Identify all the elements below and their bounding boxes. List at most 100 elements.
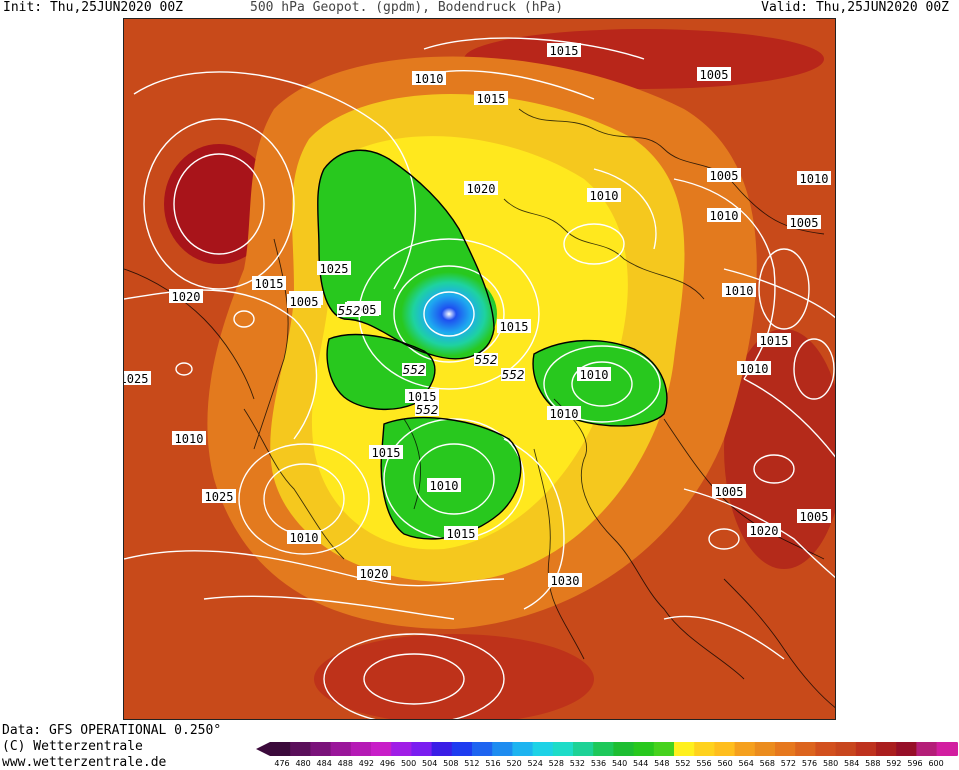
isobar-label: 1010 — [547, 406, 581, 421]
legend-swatch — [754, 742, 776, 756]
isobar-label: 1010 — [287, 530, 321, 545]
legend-swatch — [694, 742, 715, 756]
website-url[interactable]: www.wetterzentrale.de — [2, 755, 167, 770]
ridge-dark-red — [724, 329, 835, 569]
isobar-label: 1010 — [427, 478, 461, 493]
svg-text:1010: 1010 — [800, 172, 829, 186]
legend-tick-label: 496 — [379, 759, 396, 768]
svg-text:1020: 1020 — [172, 290, 201, 304]
svg-text:1020: 1020 — [467, 182, 496, 196]
svg-text:1015: 1015 — [447, 527, 476, 541]
legend-tick-label: 504 — [422, 759, 438, 768]
svg-text:1005: 1005 — [290, 295, 319, 309]
isobar-label: 1010 — [737, 361, 771, 376]
copyright: (C) Wetterzentrale — [2, 739, 143, 754]
svg-text:1015: 1015 — [760, 334, 789, 348]
legend-swatch — [855, 742, 877, 756]
svg-text:1020: 1020 — [750, 524, 779, 538]
legend-tick-label: 516 — [485, 759, 501, 768]
geopotential-label: 552 — [501, 368, 525, 382]
isobar-label: 1020 — [357, 566, 391, 581]
svg-text:1005: 1005 — [715, 485, 744, 499]
svg-text:1010: 1010 — [550, 407, 579, 421]
isobar-label: 1010 — [412, 71, 446, 86]
isobar-label: 1005 — [787, 215, 821, 230]
svg-text:552: 552 — [338, 304, 361, 318]
legend-tick-label: 600 — [928, 759, 944, 768]
svg-text:1010: 1010 — [415, 72, 444, 86]
svg-text:1010: 1010 — [175, 432, 204, 446]
legend-swatch — [633, 742, 655, 756]
isobar-label: 1025 — [317, 261, 351, 276]
ridge-dark-red — [164, 144, 274, 264]
isobar-label: 1010 — [587, 188, 621, 203]
isobar-label: 1015 — [405, 389, 439, 404]
legend-swatch — [290, 742, 311, 756]
init-time: Init: Thu,25JUN2020 00Z — [3, 0, 184, 15]
legend-swatch — [310, 742, 332, 756]
cold-core-low — [401, 272, 497, 356]
isobar-label: 1015 — [757, 333, 791, 348]
legend-swatch — [532, 742, 554, 756]
legend-tick-label: 596 — [907, 759, 923, 768]
svg-text:1005: 1005 — [700, 68, 729, 82]
legend-swatch — [916, 742, 938, 756]
legend-tick-label: 484 — [316, 759, 332, 768]
legend-swatch — [330, 742, 352, 756]
legend-tick-label: 488 — [337, 759, 353, 768]
legend-tick-label: 508 — [443, 759, 459, 768]
chart-title: 500 hPa Geopot. (gpdm), Bodendruck (hPa) — [250, 0, 564, 15]
isobar-label: 1010 — [577, 367, 611, 382]
legend-tick-label: 592 — [886, 759, 902, 768]
isobar-label: 1020 — [747, 523, 781, 538]
legend-tick-label: 532 — [569, 759, 586, 768]
svg-text:1015: 1015 — [408, 390, 437, 404]
legend-bar — [256, 742, 959, 756]
isobar-label: 1005 — [712, 484, 746, 499]
weather-map[interactable]: 1015 1010 1015 1005 1010 1005 1010 1005 1010 1025… — [123, 18, 836, 720]
isobar-label: 1010 — [797, 171, 831, 186]
color-legend — [256, 741, 959, 761]
svg-text:1010: 1010 — [590, 189, 619, 203]
pressure-labels: 1015 1010 1015 1005 1010 1005 1010 1005 1010 1025… — [124, 43, 831, 588]
legend-swatch — [613, 742, 635, 756]
legend-swatch — [714, 742, 736, 756]
legend-tick-label: 520 — [506, 759, 522, 768]
legend-tick-label: 544 — [633, 759, 649, 768]
ridge-dark-red — [314, 634, 594, 719]
legend-swatch — [451, 742, 473, 756]
legend-tick-label: 552 — [675, 759, 691, 768]
svg-text:1015: 1015 — [500, 320, 529, 334]
legend-tick-label: 524 — [527, 759, 543, 768]
legend-tick-label: 512 — [464, 759, 480, 768]
legend-tick-label: 476 — [274, 759, 290, 768]
isobar-label: 1025 — [202, 489, 236, 504]
svg-text:552: 552 — [403, 363, 426, 377]
legend-swatch — [936, 742, 958, 756]
legend-tick-label: 528 — [548, 759, 564, 768]
isobar-label: 1010 — [707, 208, 741, 223]
svg-text:1015: 1015 — [255, 277, 284, 291]
legend-swatch — [552, 742, 574, 756]
valid-time: Valid: Thu,25JUN2020 00Z — [761, 0, 949, 15]
isobar-label: 1010 — [722, 283, 756, 298]
isobar-label: 1015 — [444, 526, 478, 541]
geopotential-label: 552 — [402, 363, 426, 377]
svg-text:552: 552 — [502, 368, 525, 382]
legend-swatch — [371, 742, 392, 756]
legend-swatch — [734, 742, 756, 756]
legend-tick-label: 576 — [801, 759, 818, 768]
svg-text:1010: 1010 — [580, 368, 609, 382]
isobar-label: 1015 — [547, 43, 581, 58]
legend-tick-label: 584 — [844, 759, 860, 768]
legend-swatch — [492, 742, 513, 756]
geopotential-label: 552 — [474, 353, 498, 367]
legend-tick-label: 580 — [822, 759, 839, 768]
legend-swatch — [350, 742, 372, 756]
geopotential-label: 552 — [337, 304, 361, 318]
legend-right-arrow — [956, 742, 959, 756]
trough-green-east — [533, 340, 667, 426]
legend-tick-label: 588 — [865, 759, 881, 768]
legend-tick-label: 540 — [611, 759, 628, 768]
isobars — [124, 37, 835, 719]
